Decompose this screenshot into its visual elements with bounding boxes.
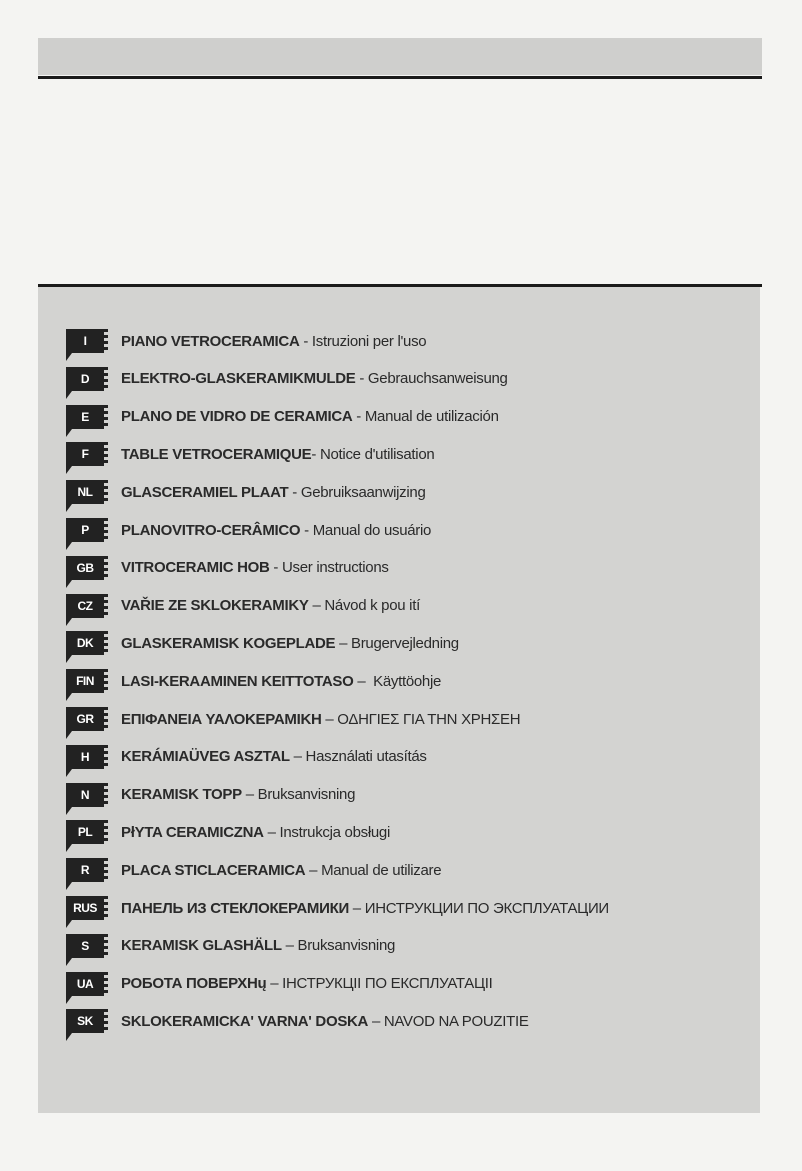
manual-subtitle: ИНСТРУКЦИИ ПО ЭКСПЛУАТАЦИИ: [364, 899, 610, 917]
language-entry: N KERAMISK TOPP – Bruksanvisning: [66, 780, 356, 815]
language-entry: GB VITROCERAMIC HOB - User instructions: [66, 553, 389, 588]
separator: –: [308, 597, 325, 615]
product-title: PLANO DE VIDRO DE CERAMICA: [121, 408, 353, 426]
language-entry: UA РОБОТА ПОВЕРХНų – ІНСТРУКЦІІ ПО ЕКСПЛУ…: [66, 969, 493, 1004]
manual-subtitle: Bruksanvisning: [257, 786, 356, 804]
language-entry: NL GLASCERAMIEL PLAAT - Gebruiksaanwijzin…: [66, 477, 426, 513]
product-title: KERAMISK GLASHÄLL: [121, 937, 282, 955]
language-entry: F TABLE VETROCERAMIQUE - Notice d'utilisat…: [66, 439, 435, 475]
section-rule: [38, 284, 762, 287]
separator: –: [289, 748, 306, 766]
manual-subtitle: Gebruiksaanwijzing: [300, 483, 426, 501]
product-title: PLACA STICLACERAMICA: [121, 861, 306, 879]
separator: –: [263, 823, 280, 841]
language-flag-badge: H: [66, 744, 108, 777]
product-title: PLANOVITRO-CERÂMICO: [121, 521, 301, 539]
product-title: PIANO VETROCERAMICA: [121, 332, 300, 350]
separator: -: [300, 521, 313, 539]
separator: -: [311, 445, 320, 463]
separator: –: [305, 861, 322, 879]
separator: –: [266, 975, 283, 993]
manual-subtitle: Návod k pou ití: [324, 597, 420, 615]
language-flag-badge: DK: [66, 631, 108, 664]
product-title: KERAMISK TOPP: [121, 786, 242, 804]
manual-subtitle: Notice d'utilisation: [319, 445, 435, 463]
product-title: ELEKTRO-GLASKERAMIKMULDE: [121, 370, 356, 388]
manual-subtitle: Brugervejledning: [351, 634, 459, 652]
separator: -: [299, 332, 312, 350]
product-title: РОБОТА ПОВЕРХНų: [121, 975, 267, 993]
product-title: SKLOKERAMICKA' VARNA' DOSKA: [121, 1012, 369, 1030]
separator: –: [281, 937, 298, 955]
header-rule: [38, 76, 762, 79]
language-entry: PL PłYTA CERAMICZNA – Instrukcja obsługi: [66, 817, 390, 853]
language-flag-badge: I: [66, 329, 108, 361]
language-entry: D ELEKTRO-GLASKERAMIKMULDE - Gebrauchsanw…: [66, 364, 508, 399]
manual-subtitle: NAVOD NA POUZITIE: [383, 1012, 529, 1030]
language-flag-badge: GB: [66, 555, 108, 588]
language-flag-badge: R: [66, 858, 108, 891]
language-flag-badge: N: [66, 782, 108, 815]
product-title: ΕΠΙΦΑΝΕΙΑ ΥΑΛΟΚΕΡΑΜΙΚΗ: [121, 710, 322, 728]
language-entry: E PLANO DE VIDRO DE CERAMICA - Manual de …: [66, 402, 499, 437]
manual-subtitle: Istruzioni per l'uso: [311, 332, 427, 350]
manual-subtitle: ІНСТРУКЦІІ ПО ЕКСПЛУАТАЦІІ: [282, 975, 493, 993]
manual-subtitle: Gebrauchsanweisung: [367, 370, 508, 388]
language-flag-badge: NL: [66, 480, 108, 513]
language-flag-badge: SK: [66, 1009, 108, 1042]
language-entry: SK SKLOKERAMICKA' VARNA' DOSKA – NAVOD NA…: [66, 1006, 529, 1042]
manual-subtitle: Käyttöohje: [373, 672, 442, 690]
language-flag-badge: F: [66, 442, 108, 475]
separator: –: [368, 1012, 384, 1030]
language-flag-badge: S: [66, 933, 108, 966]
separator: -: [355, 370, 368, 388]
language-flag-badge: PL: [66, 820, 108, 853]
language-entry: GR ΕΠΙΦΑΝΕΙΑ ΥΑΛΟΚΕΡΑΜΙΚΗ – ΟΔΗΓΙΕΣ ΓΙΑ Τ…: [66, 704, 521, 739]
language-entry: RUS ПАНЕЛЬ ИЗ СТЕКЛОКЕРАМИКИ – ИНСТРУКЦИИ…: [66, 893, 610, 928]
product-title: VAŘIE ZE SKLOKERAMIKY: [121, 597, 309, 615]
separator: -: [269, 559, 282, 577]
language-flag-badge: CZ: [66, 593, 108, 626]
manual-subtitle: Manual de utilización: [364, 408, 499, 426]
language-flag-badge: P: [66, 518, 108, 550]
manual-subtitle: Manual do usuário: [312, 521, 432, 539]
product-title: ПАНЕЛЬ ИЗ СТЕКЛОКЕРАМИКИ: [121, 899, 349, 917]
separator: –: [335, 634, 352, 652]
manual-subtitle: Instrukcja obsługi: [279, 823, 390, 841]
language-entry: FIN LASI-KERAAMINEN KEITTOTASO – Käyttöoh…: [66, 666, 442, 702]
separator: –: [321, 710, 338, 728]
language-entry: R PLACA STICLACERAMICA – Manual de utiliz…: [66, 855, 442, 891]
separator: –: [348, 899, 365, 917]
product-title: LASI-KERAAMINEN KEITTOTASO: [121, 672, 354, 690]
language-flag-badge: UA: [66, 971, 108, 1004]
product-title: GLASKERAMISK KOGEPLADE: [121, 634, 336, 652]
language-index-panel: [38, 287, 760, 1113]
header-band: [38, 38, 762, 75]
language-entry: I PIANO VETROCERAMICA - Istruzioni per l'…: [66, 326, 427, 361]
product-title: TABLE VETROCERAMIQUE: [121, 445, 312, 463]
product-title: KERÁMIAÜVEG ASZTAL: [121, 748, 290, 766]
language-entry: P PLANOVITRO-CERÂMICO - Manual do usuário: [66, 515, 432, 550]
product-title: GLASCERAMIEL PLAAT: [121, 483, 289, 501]
separator: -: [288, 483, 301, 501]
language-flag-badge: RUS: [66, 896, 108, 928]
manual-subtitle: Használati utasítás: [305, 748, 427, 766]
separator: –: [241, 786, 258, 804]
separator: -: [352, 408, 365, 426]
manual-subtitle: Bruksanvisning: [297, 937, 396, 955]
language-entry: H KERÁMIAÜVEG ASZTAL – Használati utasítá…: [66, 742, 427, 777]
product-title: PłYTA CERAMICZNA: [121, 823, 264, 841]
language-entry: DK GLASKERAMISK KOGEPLADE – Brugervejledn…: [66, 628, 459, 664]
language-flag-badge: D: [66, 366, 108, 399]
manual-subtitle: ΟΔΗΓΙΕΣ ΓΙΑ ΤΗΝ ΧΡΗΣΕΗ: [337, 710, 521, 728]
manual-subtitle: User instructions: [281, 559, 389, 577]
manual-subtitle: Manual de utilizare: [321, 861, 442, 879]
language-flag-badge: GR: [66, 707, 108, 739]
language-flag-badge: E: [66, 404, 108, 437]
language-entry: S KERAMISK GLASHÄLL – Bruksanvisning: [66, 931, 396, 966]
language-entry: CZ VAŘIE ZE SKLOKERAMIKY – Návod k pou it…: [66, 591, 420, 626]
language-flag-badge: FIN: [66, 669, 108, 702]
product-title: VITROCERAMIC HOB: [121, 559, 270, 577]
separator: –: [353, 672, 374, 690]
